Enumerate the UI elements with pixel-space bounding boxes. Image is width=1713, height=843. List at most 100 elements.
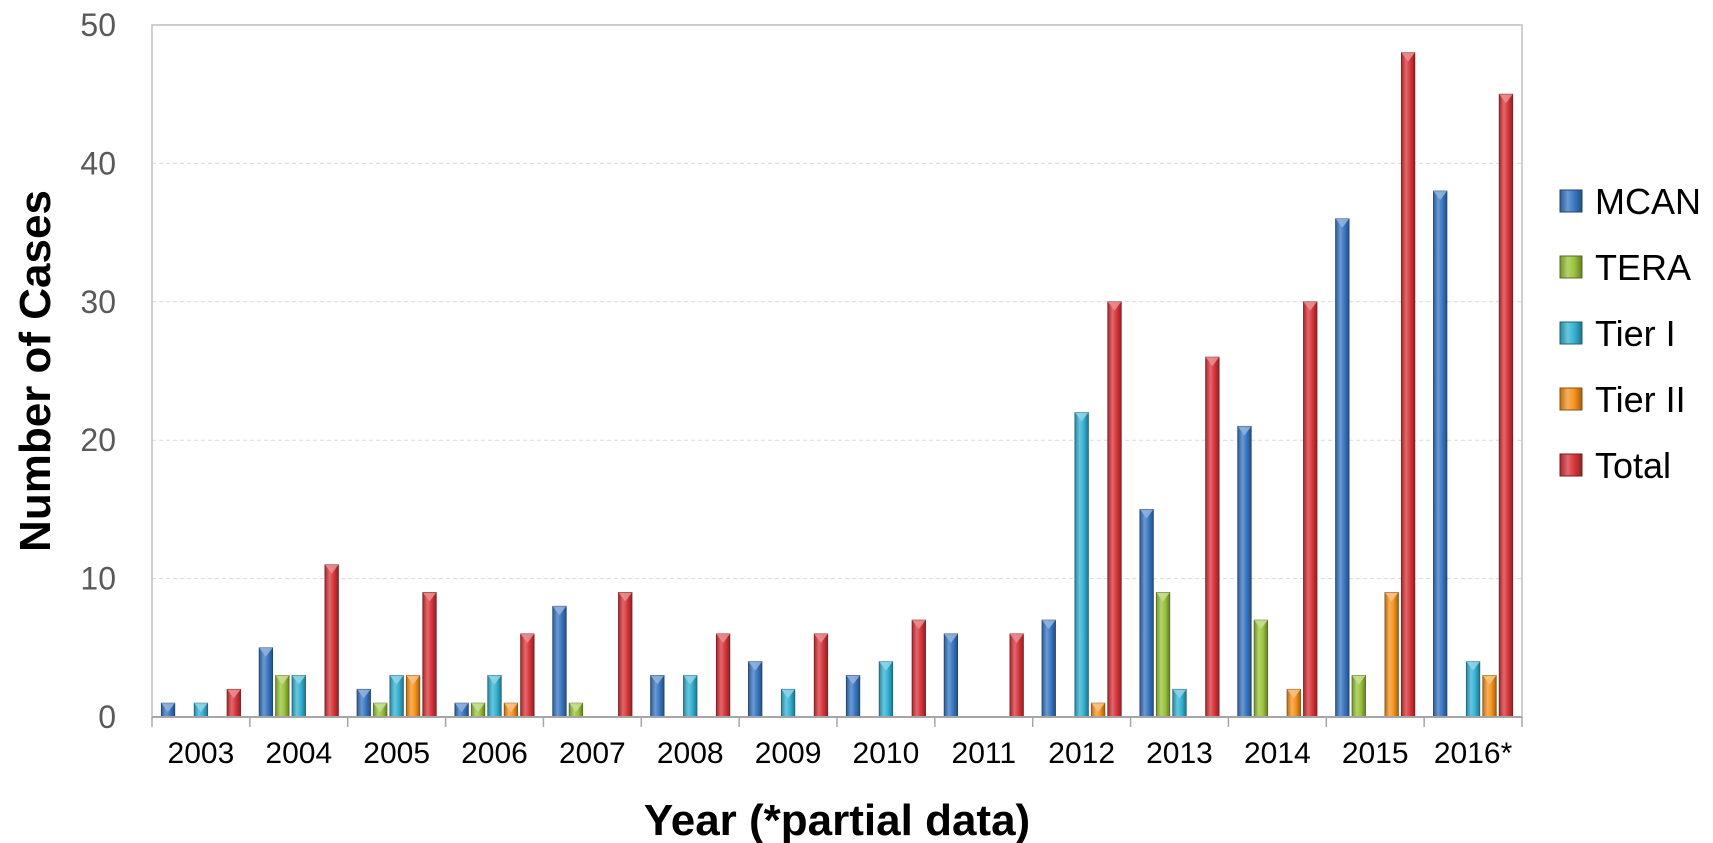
bar-cap bbox=[1433, 191, 1447, 201]
legend-swatch bbox=[1559, 189, 1583, 213]
legend-label: Tier II bbox=[1595, 379, 1686, 420]
bar-cap bbox=[748, 661, 762, 671]
bar-cap bbox=[1499, 94, 1513, 104]
legend-label: Tier I bbox=[1595, 313, 1676, 354]
legend-swatch bbox=[1559, 387, 1583, 411]
bar-cap bbox=[1384, 592, 1399, 602]
bar-cap bbox=[292, 675, 306, 685]
bar-cap bbox=[1172, 689, 1187, 699]
x-tick-label: 2014 bbox=[1244, 737, 1311, 770]
bar-cap bbox=[389, 675, 404, 685]
bar-cap bbox=[814, 633, 828, 643]
y-tick-label: 0 bbox=[98, 699, 116, 735]
bar-mcan bbox=[943, 633, 959, 718]
bar-tera bbox=[1253, 619, 1269, 718]
bar-total bbox=[911, 619, 926, 718]
x-tick-label: 2013 bbox=[1146, 737, 1213, 770]
bar-cap bbox=[406, 675, 420, 685]
bar-cap bbox=[1254, 620, 1268, 630]
bar-cap bbox=[1205, 357, 1220, 367]
y-tick-label: 30 bbox=[80, 284, 116, 320]
bar-cap bbox=[683, 675, 697, 685]
bar-total bbox=[618, 592, 633, 718]
bar-total bbox=[1205, 356, 1220, 718]
bar-mcan bbox=[1139, 508, 1154, 718]
bar-total bbox=[1303, 301, 1318, 718]
x-tick-label: 2015 bbox=[1342, 737, 1409, 770]
bar-mcan bbox=[1041, 619, 1056, 718]
bar-cap bbox=[1466, 661, 1480, 671]
y-tick-label: 10 bbox=[80, 561, 116, 597]
bar-cap bbox=[373, 703, 387, 713]
bar-cap bbox=[1287, 689, 1301, 699]
legend-label: TERA bbox=[1595, 247, 1691, 288]
bar-cap bbox=[1482, 675, 1497, 685]
bar-cap bbox=[275, 675, 290, 685]
bar-cap bbox=[504, 703, 518, 713]
bar-cap bbox=[781, 689, 795, 699]
bar-cap bbox=[161, 703, 175, 713]
bar-cap bbox=[1139, 509, 1154, 519]
y-tick-label: 50 bbox=[80, 7, 116, 43]
bar-cap bbox=[422, 592, 437, 602]
y-tick-label: 20 bbox=[80, 422, 116, 458]
bar-cap bbox=[454, 703, 469, 713]
bar-cap bbox=[1156, 592, 1170, 602]
bar-cap bbox=[912, 620, 926, 630]
bar-total bbox=[520, 633, 535, 718]
x-tick-label: 2006 bbox=[461, 737, 528, 770]
bar-total bbox=[715, 633, 731, 718]
bar-total bbox=[422, 592, 437, 718]
x-axis: 2003 2004 2005 2006 2007 2008 2009 2010 2011 2012… bbox=[151, 716, 1523, 770]
bar-total bbox=[813, 633, 829, 718]
x-tick-label: 2009 bbox=[755, 737, 822, 770]
bar-total bbox=[324, 564, 339, 718]
bar-total bbox=[1400, 52, 1416, 718]
bar-tier-ii bbox=[1384, 592, 1399, 718]
x-tick-label: 2003 bbox=[168, 737, 235, 770]
bar-cap bbox=[1401, 52, 1415, 62]
bar-cap bbox=[1009, 633, 1024, 643]
y-axis: 0 10 20 30 40 50 bbox=[80, 7, 116, 735]
bar-mcan bbox=[1433, 190, 1448, 718]
bar-cap bbox=[1107, 301, 1122, 311]
legend-swatch bbox=[1559, 321, 1583, 345]
bar-mcan bbox=[1335, 218, 1350, 718]
bar-cap bbox=[1352, 675, 1366, 685]
x-tick-label: 2008 bbox=[657, 737, 724, 770]
bar-cap bbox=[1091, 703, 1105, 713]
bar-cap bbox=[259, 647, 273, 657]
bar-cap bbox=[650, 675, 665, 685]
bar-cap bbox=[227, 689, 241, 699]
bar-cap bbox=[1335, 218, 1350, 228]
legend-swatch bbox=[1559, 255, 1583, 279]
x-tick-label: 2004 bbox=[265, 737, 332, 770]
bar-cap bbox=[324, 564, 339, 574]
x-tick-label: 2005 bbox=[363, 737, 430, 770]
bar-total bbox=[1498, 93, 1514, 718]
bar-tera bbox=[1155, 592, 1171, 718]
x-axis-title: Year (*partial data) bbox=[644, 796, 1030, 843]
bars bbox=[160, 52, 1514, 718]
legend-label: Total bbox=[1595, 445, 1671, 486]
x-tick-label: 2016* bbox=[1434, 737, 1513, 770]
bar-cap bbox=[357, 689, 371, 699]
y-axis-title: Number of Cases bbox=[11, 190, 60, 552]
bar-cap bbox=[194, 703, 208, 713]
x-tick-label: 2012 bbox=[1048, 737, 1115, 770]
bar-cap bbox=[944, 633, 958, 643]
bar-cap bbox=[1237, 426, 1252, 436]
bar-total bbox=[1107, 301, 1122, 718]
legend-swatch bbox=[1559, 453, 1583, 477]
bar-cap bbox=[520, 633, 535, 643]
bar-cap bbox=[618, 592, 632, 602]
y-tick-label: 40 bbox=[80, 145, 116, 181]
x-tick-label: 2010 bbox=[853, 737, 920, 770]
bar-tier-i bbox=[1074, 412, 1089, 718]
legend-label: MCAN bbox=[1595, 181, 1701, 222]
bar-cap bbox=[879, 661, 893, 671]
bar-cap bbox=[552, 606, 567, 616]
bar-cap bbox=[569, 703, 583, 713]
bar-cap bbox=[716, 633, 730, 643]
